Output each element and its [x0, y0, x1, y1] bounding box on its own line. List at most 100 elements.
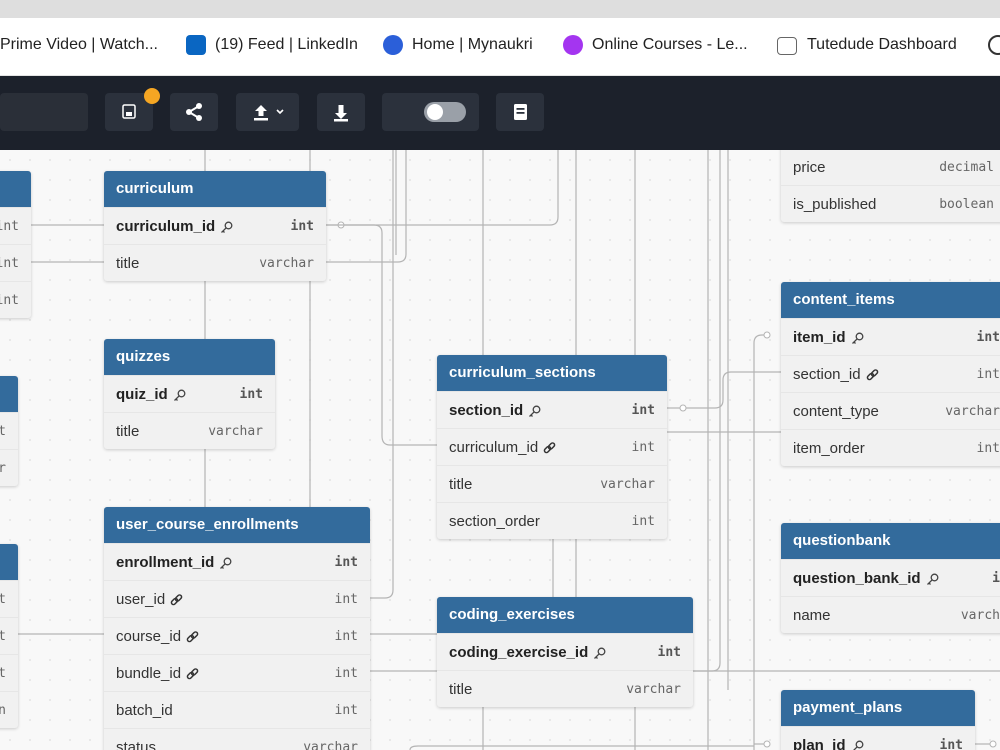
column-name-text: user_id — [116, 591, 166, 608]
column-type: t — [0, 424, 6, 439]
table[interactable]: t t t n — [0, 544, 18, 728]
table-row: item_order int — [781, 429, 1000, 466]
table-row: batch_id int — [104, 691, 370, 728]
table-header: coding_exercises — [437, 597, 693, 633]
column-name: question_bank_id — [793, 560, 939, 597]
table[interactable]: int int int — [0, 171, 31, 318]
column-type: int — [976, 330, 1000, 345]
primary-key-icon — [851, 332, 863, 344]
table-row: r — [0, 449, 18, 486]
column-name: course_id — [116, 618, 199, 655]
column-type: int — [334, 629, 358, 644]
table-row: t — [0, 580, 18, 617]
column-name-text: price — [793, 159, 826, 176]
table-row: content_type varchar — [781, 392, 1000, 429]
column-type: int — [631, 514, 655, 529]
bookmark[interactable]: Prime Video | Watch... — [0, 36, 158, 53]
column-type: boolean — [939, 197, 994, 212]
table-header — [0, 171, 31, 207]
table-header: curriculum — [104, 171, 326, 207]
column-type: int — [334, 592, 358, 607]
table-header: payment_plans — [781, 690, 975, 726]
diagram-canvas[interactable]: curriculum curriculum_id int title varchar q… — [0, 150, 1000, 750]
table[interactable]: payment_plans plan_id int — [781, 690, 975, 750]
bookmark[interactable]: (19) Feed | LinkedIn — [215, 36, 358, 53]
foreign-key-icon — [866, 368, 878, 380]
table[interactable]: curriculum curriculum_id int title varchar — [104, 171, 326, 281]
column-type: r — [0, 461, 6, 476]
linkedin-icon — [186, 35, 206, 55]
table-row: item_id int — [781, 318, 1000, 355]
table-header: curriculum_sections — [437, 355, 667, 391]
column-type: int — [939, 738, 963, 750]
column-name-text: section_id — [449, 402, 524, 419]
export-button[interactable] — [236, 93, 299, 131]
column-type: int — [0, 293, 19, 308]
column-type: n — [0, 703, 6, 718]
column-name-text: plan_id — [793, 737, 846, 750]
table[interactable]: user_course_enrollments enrollment_id int u… — [104, 507, 370, 750]
table[interactable]: quizzes quiz_id int title varchar — [104, 339, 275, 449]
primary-key-icon — [220, 557, 232, 569]
column-name-text: item_id — [793, 329, 846, 346]
column-name: coding_exercise_id — [449, 634, 606, 671]
column-type: varchar — [600, 477, 655, 492]
column-name: plan_id — [793, 727, 864, 750]
column-type: varchar — [208, 424, 263, 439]
column-name-text: name — [793, 607, 831, 624]
column-type: int — [976, 367, 1000, 382]
search-box[interactable] — [0, 93, 88, 131]
foreign-key-icon — [186, 667, 199, 679]
table-row: title varchar — [437, 465, 667, 502]
primary-key-icon — [529, 405, 541, 417]
column-name: title — [116, 245, 139, 281]
table-row: t — [0, 412, 18, 449]
column-name-text: course_id — [116, 628, 182, 645]
share-button[interactable] — [170, 93, 218, 131]
bookmark[interactable]: Tutedude Dashboard — [807, 36, 957, 53]
table-row: enrollment_id int — [104, 543, 370, 580]
table-row: curriculum_id int — [437, 428, 667, 465]
column-name-text: quiz_id — [116, 386, 168, 403]
table[interactable]: questionbank question_bank_id i name varch — [781, 523, 1000, 633]
column-name-text: title — [449, 476, 473, 493]
column-type: decimal — [939, 160, 994, 175]
bookmark[interactable]: Online Courses - Le... — [592, 36, 748, 53]
column-name-text: title — [449, 681, 473, 698]
table-row: price decimal — [781, 150, 1000, 185]
column-type: varch — [960, 608, 1000, 623]
theme-toggle[interactable] — [382, 93, 479, 131]
column-name-text: curriculum_id — [449, 439, 539, 456]
primary-key-icon — [594, 647, 606, 659]
primary-key-icon — [926, 573, 938, 585]
table[interactable]: coding_exercises coding_exercise_id int tit… — [437, 597, 693, 707]
openai-icon — [988, 35, 1000, 55]
table-row: is_published boolean — [781, 185, 1000, 222]
bookmark[interactable]: Home | Mynaukri — [412, 36, 533, 53]
column-type: t — [0, 666, 6, 681]
table-row: status varchar — [104, 728, 370, 750]
foreign-key-icon — [543, 441, 556, 453]
column-type: int — [334, 555, 358, 570]
column-type: t — [0, 629, 6, 644]
docs-button[interactable] — [496, 93, 544, 131]
column-name: status — [116, 729, 156, 750]
browser-tab-strip — [0, 0, 1000, 18]
column-name: section_id — [449, 392, 541, 429]
table-row: coding_exercise_id int — [437, 633, 693, 670]
column-name-text: item_order — [793, 440, 865, 457]
primary-key-icon — [852, 740, 863, 750]
table-row: t — [0, 617, 18, 654]
column-name-text: coding_exercise_id — [449, 644, 589, 661]
column-name-text: section_id — [793, 366, 861, 383]
download-button[interactable] — [317, 93, 365, 131]
column-type: varchar — [259, 256, 314, 271]
table-row: title varchar — [104, 244, 326, 281]
table[interactable]: content_items item_id int section_id int cont… — [781, 282, 1000, 466]
table[interactable]: price decimal is_published boolean — [781, 150, 1000, 222]
table-row: question_bank_id i — [781, 559, 1000, 596]
column-type: int — [0, 256, 19, 271]
column-name: title — [116, 413, 139, 449]
